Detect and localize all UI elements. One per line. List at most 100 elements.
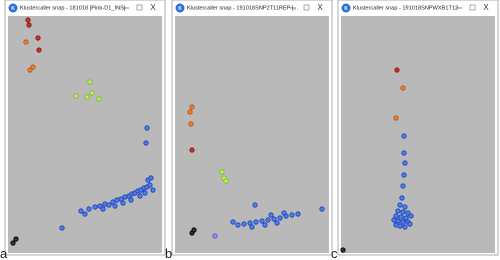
window-title: Klustercaller snap - 191018SNP2T11REP [.… [187,5,299,11]
dot [13,236,19,242]
dot [27,67,33,73]
dot [235,222,241,228]
dot [120,200,126,206]
dot [147,182,153,188]
dot [265,217,271,223]
dot [402,224,408,230]
dot [253,219,259,225]
scatter-dots [187,104,325,239]
dot [277,215,283,221]
dot [100,206,106,212]
dot [400,183,406,189]
dot [252,202,258,208]
dot [187,109,193,115]
window-title: Klustercaller snap - 191018SNPWXB1T12 [353,5,458,11]
dot [268,212,274,218]
dot [143,140,149,146]
dot [397,202,403,208]
window: Klustercaller snap - 191018SNP2T11REP [.… [171,0,333,256]
window: Klustercaller snap - 191018SNPWXB1T12 X [337,0,499,256]
dot [118,196,124,202]
dot [400,85,406,91]
dot [393,213,399,219]
window-frame [171,0,333,256]
dot [191,227,197,233]
dot [144,125,150,131]
close-button[interactable]: X [317,3,323,12]
dot [59,225,65,231]
dot [97,203,103,209]
dot [407,221,413,227]
dot [106,202,112,208]
dot [84,94,90,100]
dot [35,35,41,41]
dot [391,217,397,223]
dot [405,210,411,216]
dot [249,224,255,230]
dot [23,39,29,45]
dot [150,187,156,193]
scatter-dots [10,17,156,246]
window-frame [337,0,499,256]
dot [26,22,32,28]
dot [87,79,93,85]
dot [92,204,98,210]
dot [401,172,407,178]
dot [25,17,31,23]
dot [137,193,143,199]
dot [271,216,277,222]
close-button[interactable]: X [150,3,156,12]
dot [394,67,400,73]
dot [399,195,405,201]
close-button[interactable]: X [483,3,489,12]
dot [148,175,154,181]
dot [189,104,195,110]
dot [274,220,280,226]
dot [403,215,409,221]
dot [223,178,229,184]
dot [230,219,236,225]
dot [78,208,84,214]
dot [89,90,95,96]
dot [401,150,407,156]
dot [36,47,42,53]
dot [402,160,408,166]
dot [393,222,399,228]
dot [402,204,408,210]
dot [262,222,268,228]
dot [241,221,247,227]
dot [30,64,36,70]
dot [395,208,401,214]
dot [400,219,406,225]
dot [86,206,92,212]
dot [96,96,102,102]
dot [128,197,134,203]
dot [400,209,406,215]
dot [212,233,218,239]
dot [393,115,399,121]
dot [112,203,118,209]
dot [110,199,116,205]
dot [247,220,253,226]
dot [401,133,407,139]
dot [281,210,287,216]
dot [259,218,265,224]
window: Klustercaller snap - 181018 [Pinb-D1_INS… [4,0,166,256]
window-title: Klustercaller snap - 181018 [Pinb-D1_INS… [20,5,126,11]
panel-label: c [331,246,338,260]
dot [188,121,194,127]
dot [219,169,225,175]
dot [408,213,414,219]
dot [82,211,88,217]
dot [73,93,79,99]
scatter-dots [340,67,414,253]
dot [319,206,325,212]
dot [340,247,346,253]
dot [10,240,16,246]
dot [398,214,404,220]
dot [142,190,148,196]
window-frame [4,0,166,256]
panel-label: a [0,246,8,260]
